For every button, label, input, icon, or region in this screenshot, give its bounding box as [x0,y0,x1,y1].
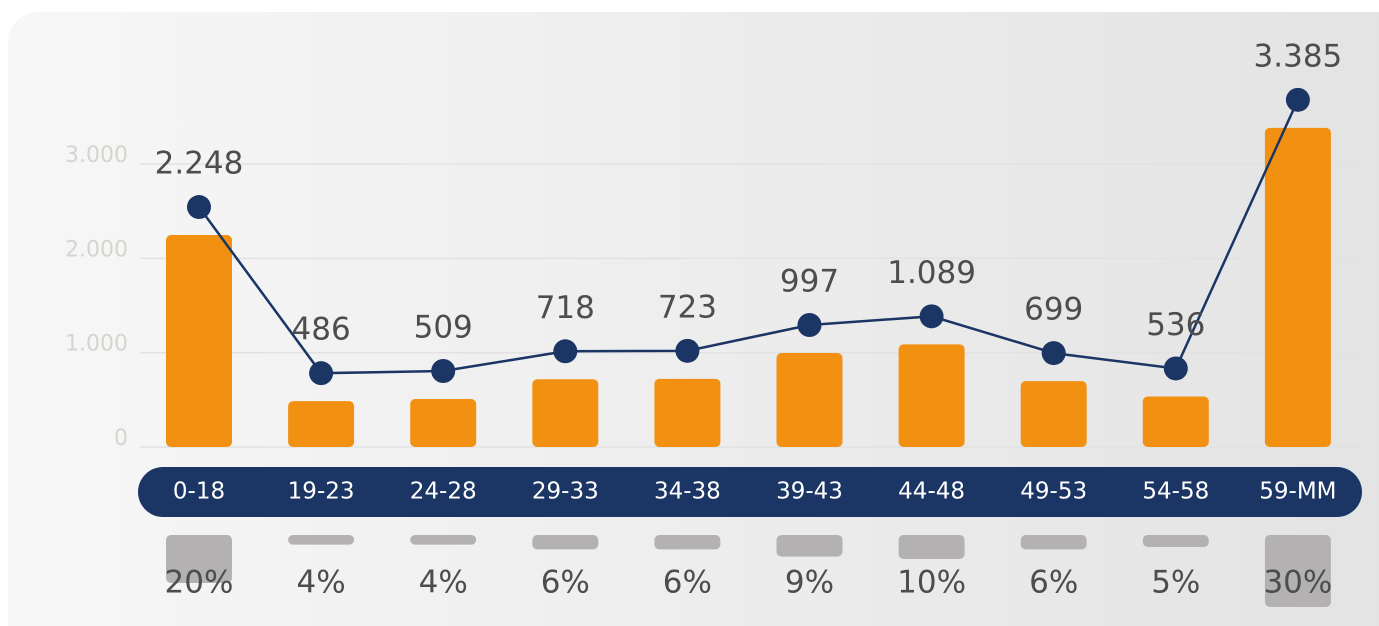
share-bar [898,535,965,559]
line-dot [919,304,944,329]
share-bar [166,535,232,583]
share-label: 4% [297,565,346,601]
bar [654,378,721,447]
share-label: 6% [541,565,590,601]
bar [288,401,355,447]
line-dot [1285,87,1310,112]
share-bar [1020,535,1087,550]
x-tick-label: 59-MM [1259,479,1336,505]
y-tick-label: 3.000 [65,143,128,168]
x-tick-label: 0-18 [173,479,225,505]
line-dot [675,338,700,363]
share-bar [288,535,355,545]
value-label: 509 [414,310,473,346]
share-label: 20% [165,565,234,601]
share-bar [1142,535,1209,547]
value-label: 1.089 [887,255,976,291]
line-dot [1163,356,1188,381]
value-label: 486 [292,312,351,348]
x-tick-label: 44-48 [898,479,965,505]
x-tick-label: 29-33 [532,479,599,505]
bar [776,352,843,447]
y-tick-label: 0 [114,426,128,451]
share-label: 30% [1263,565,1332,601]
bar [166,235,232,447]
y-tick-label: 1.000 [65,332,128,357]
value-label: 723 [658,289,717,325]
share-bar [532,535,599,550]
value-label: 3.385 [1254,38,1343,74]
bar [1264,127,1331,447]
x-tick-label: 34-38 [654,479,721,505]
share-label: 6% [663,565,712,601]
x-tick-label: 54-58 [1142,479,1209,505]
share-label: 10% [897,565,966,601]
line-dot [797,312,822,337]
value-label: 536 [1146,307,1205,343]
y-tick-label: 2.000 [65,237,128,262]
value-label: 699 [1024,292,1083,328]
share-bar [776,535,843,557]
bar [1020,381,1087,447]
value-label: 997 [780,263,839,299]
x-tick-label: 49-53 [1020,479,1087,505]
bar [898,344,965,447]
line-dot [187,195,211,220]
bar [1142,396,1209,447]
x-tick-label: 19-23 [288,479,355,505]
value-label: 718 [536,290,595,326]
line-dot [309,361,334,386]
share-label: 9% [785,565,834,601]
value-label: 2.248 [155,146,244,182]
line-dot [431,359,456,384]
share-bar [410,535,477,545]
line-dot [553,339,578,364]
share-bar [654,535,721,550]
share-label: 6% [1029,565,1078,601]
share-bar [1264,535,1331,607]
bar [410,399,477,447]
x-tick-label: 24-28 [410,479,477,505]
line [197,99,1300,375]
x-tick-label: 39-43 [776,479,843,505]
category-band [138,467,1362,517]
share-label: 4% [419,565,468,601]
line-dot [1041,341,1066,366]
bar [532,379,599,447]
share-label: 5% [1151,565,1200,601]
